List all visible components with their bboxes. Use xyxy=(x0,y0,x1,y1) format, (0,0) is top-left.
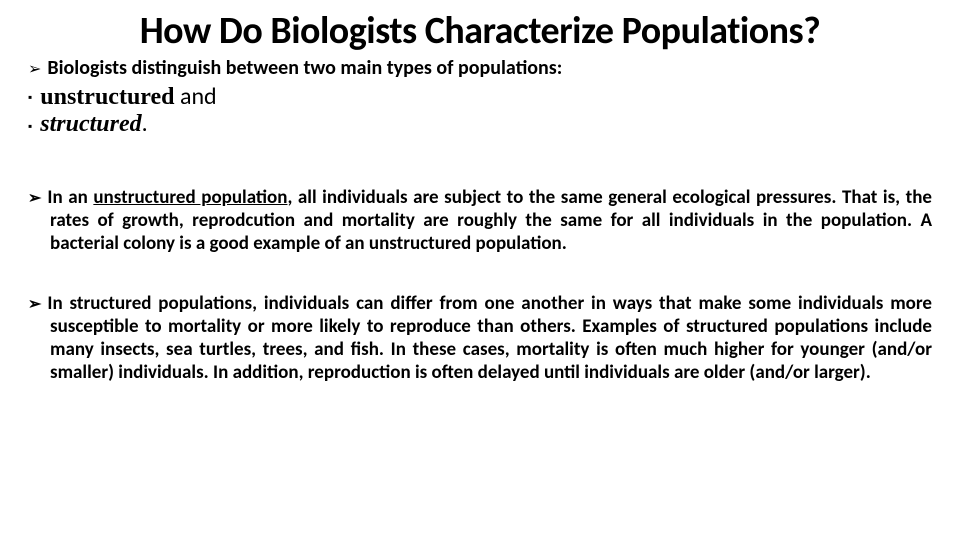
type-2-italic: structured xyxy=(40,111,141,137)
para1-underlined: unstructured population xyxy=(93,186,287,209)
slide-title: How Do Biologists Characterize Populatio… xyxy=(28,8,932,54)
type-item-2: ▪ structured. xyxy=(28,111,932,138)
intro-bullet: ➢ Biologists distinguish between two mai… xyxy=(28,56,932,80)
arrow-icon: ➢ xyxy=(28,59,41,79)
slide-container: How Do Biologists Characterize Populatio… xyxy=(0,0,960,404)
intro-text: Biologists distinguish between two main … xyxy=(47,56,562,80)
paragraph-2: ➢ In structured populations, individuals … xyxy=(28,292,932,385)
type-1-text: unstructured and xyxy=(40,82,216,111)
arrow-icon: ➢ xyxy=(28,190,41,207)
type-2-period: . xyxy=(142,111,148,137)
para-1-text: ➢In an unstructured population, all indi… xyxy=(28,186,932,256)
type-1-bold: unstructured xyxy=(40,84,174,110)
square-icon: ▪ xyxy=(28,90,32,104)
type-1-and: and xyxy=(175,82,217,111)
type-2-text: structured. xyxy=(40,111,147,138)
square-icon: ▪ xyxy=(28,119,32,133)
para2-text: In structured populations, individuals c… xyxy=(47,292,932,385)
para-2-text: ➢ In structured populations, individuals … xyxy=(28,292,932,385)
arrow-icon: ➢ xyxy=(28,296,41,313)
type-item-1: ▪ unstructured and xyxy=(28,82,932,111)
paragraph-1: ➢In an unstructured population, all indi… xyxy=(28,186,932,256)
para1-lead: In an xyxy=(47,186,93,209)
